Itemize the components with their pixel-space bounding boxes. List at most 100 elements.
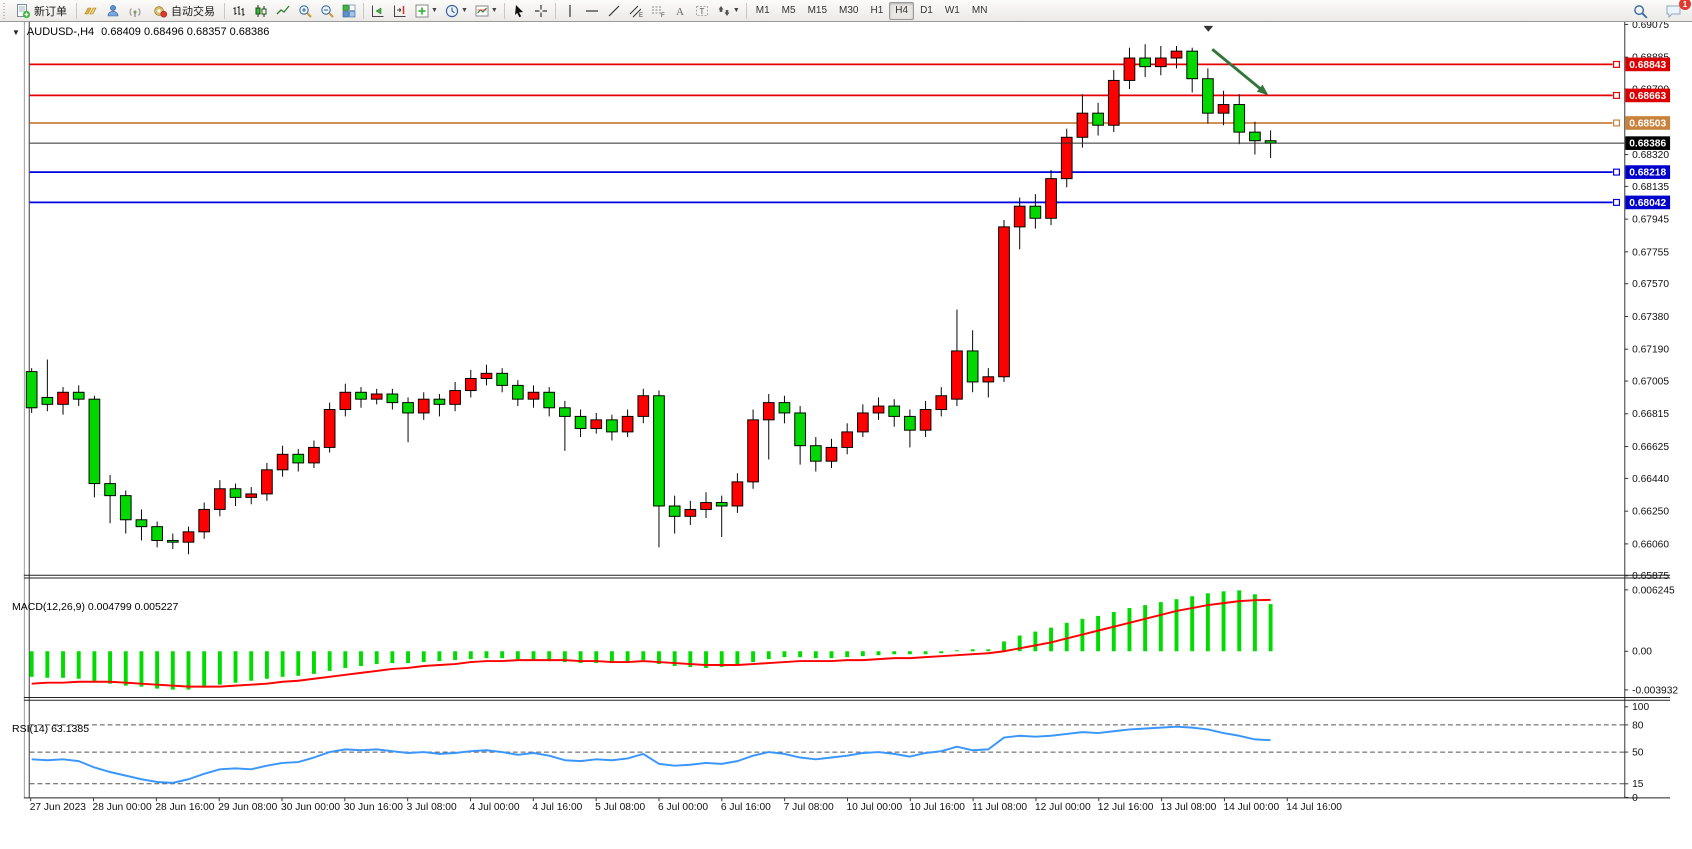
bar-chart-button[interactable] — [228, 1, 250, 21]
hline-0.68843[interactable]: 0.68843 — [29, 57, 1671, 72]
chart-shift-marker[interactable] — [1203, 25, 1214, 32]
search-button[interactable] — [1629, 1, 1652, 21]
fibonacci-tool-button[interactable]: F — [647, 1, 669, 21]
cursor-tool-button[interactable] — [508, 1, 530, 21]
line-chart-button[interactable] — [272, 1, 294, 21]
auto-trading-button[interactable]: 自动交易 — [146, 1, 221, 21]
svg-text:7 Jul 08:00: 7 Jul 08:00 — [784, 802, 834, 813]
svg-text:0.67190: 0.67190 — [1632, 345, 1669, 356]
templates-button[interactable]: ▼ — [471, 1, 501, 21]
macd-signal-line — [31, 598, 1271, 688]
vertical-line-tool-button[interactable] — [559, 1, 581, 21]
zoom-in-button[interactable] — [294, 1, 316, 21]
timeframe-button-H4[interactable]: H4 — [889, 1, 915, 20]
svg-text:80: 80 — [1632, 720, 1644, 731]
symbol-bar[interactable]: ▼ AUDUSD-,H4 0.68409 0.68496 0.68357 0.6… — [12, 26, 269, 38]
svg-text:4 Jul 16:00: 4 Jul 16:00 — [532, 802, 582, 813]
svg-text:12 Jul 00:00: 12 Jul 00:00 — [1035, 802, 1091, 813]
hline-0.68503[interactable]: 0.68503 — [29, 116, 1671, 130]
timeframe-button-H1[interactable]: H1 — [870, 5, 884, 16]
svg-text:0.67570: 0.67570 — [1632, 279, 1669, 290]
timeframe-button-M5[interactable]: M5 — [781, 5, 796, 16]
svg-text:14 Jul 16:00: 14 Jul 16:00 — [1286, 802, 1342, 813]
auto-trading-icon — [154, 5, 168, 17]
annotation-arrow[interactable] — [1211, 48, 1269, 96]
svg-text:0.66625: 0.66625 — [1632, 442, 1669, 453]
community-button[interactable] — [102, 1, 124, 21]
svg-text:100: 100 — [1632, 702, 1649, 713]
svg-text:0.006245: 0.006245 — [1632, 585, 1675, 596]
text-tool-button[interactable]: A — [669, 1, 691, 21]
timeframe-button-W1[interactable]: W1 — [944, 5, 960, 16]
periods-caret-icon: ▼ — [460, 7, 468, 14]
toolbar-separator — [745, 2, 747, 19]
indicators-icon — [415, 4, 429, 17]
tile-windows-button[interactable] — [338, 1, 360, 21]
timeframe-button-M30[interactable]: M30 — [839, 5, 859, 16]
timeframe-button-M1[interactable]: M1 — [755, 5, 770, 16]
svg-text:11 Jul 08:00: 11 Jul 08:00 — [972, 802, 1027, 813]
periods-clock-icon — [445, 4, 459, 17]
svg-text:27 Jun 2023: 27 Jun 2023 — [30, 802, 87, 813]
equidistant-channel-tool-button[interactable]: E — [625, 1, 647, 21]
trendline-tool-button[interactable] — [603, 1, 625, 21]
line-chart-icon — [276, 5, 290, 14]
symbol-title: AUDUSD-,H4 — [26, 26, 95, 38]
rsi-axis: 100 80 50 15 0 — [1624, 702, 1649, 804]
svg-text:0.68663: 0.68663 — [1629, 91, 1666, 102]
chart-shift-button[interactable] — [389, 1, 411, 21]
auto-trading-label: 自动交易 — [171, 5, 215, 18]
hline-0.68663[interactable]: 0.68663 — [29, 88, 1671, 103]
toolbar-separator — [76, 2, 77, 19]
svg-text:T: T — [699, 7, 704, 16]
notifications-button[interactable]: 1 — [1662, 0, 1691, 21]
symbol-dropdown-icon[interactable]: ▼ — [12, 27, 20, 37]
new-order-button[interactable]: 新订单 — [9, 1, 73, 21]
rsi-line — [31, 725, 1271, 784]
horizontal-line-icon — [585, 9, 598, 12]
timeframe-button-D1[interactable]: D1 — [920, 5, 933, 16]
metaquotes-icon — [84, 7, 97, 14]
hline-0.68042[interactable]: 0.68042 — [29, 195, 1671, 210]
hline-0.68218[interactable]: 0.68218 — [29, 165, 1671, 179]
zoom-out-icon — [321, 4, 334, 18]
symbol-quotes: 0.68409 0.68496 0.68357 0.68386 — [101, 26, 270, 38]
vertical-line-icon — [569, 4, 571, 17]
svg-text:3 Jul 08:00: 3 Jul 08:00 — [407, 802, 457, 813]
svg-text:29 Jun 08:00: 29 Jun 08:00 — [218, 802, 277, 813]
toolbar-grip — [2, 2, 7, 19]
svg-text:0.65875: 0.65875 — [1632, 571, 1669, 582]
chart-canvas[interactable]: 0.690750.688850.687000.683200.681350.679… — [0, 22, 1692, 849]
zoom-out-button[interactable] — [316, 1, 338, 21]
svg-text:0.67380: 0.67380 — [1632, 312, 1669, 323]
svg-text:15: 15 — [1632, 779, 1644, 790]
svg-text:0.67005: 0.67005 — [1632, 376, 1669, 387]
community-icon — [107, 4, 119, 16]
templates-icon — [475, 5, 489, 16]
svg-text:0.00: 0.00 — [1632, 647, 1652, 658]
periods-button[interactable]: ▼ — [441, 1, 471, 21]
trendline-icon — [608, 5, 620, 16]
toolbar: 新订单 自动交易 ▼ ▼ — [0, 0, 1692, 22]
svg-text:30 Jun 00:00: 30 Jun 00:00 — [281, 802, 340, 813]
svg-text:30 Jun 16:00: 30 Jun 16:00 — [344, 802, 403, 813]
horizontal-line-tool-button[interactable] — [581, 1, 603, 21]
arrows-tool-button[interactable]: ▼ — [713, 1, 743, 21]
svg-text:A: A — [676, 6, 684, 18]
rsi-indicator-label: RSI(14) 63.1385 — [12, 723, 90, 735]
candlestick-chart-icon — [255, 4, 267, 17]
svg-text:0.68386: 0.68386 — [1629, 139, 1666, 150]
new-order-label: 新订单 — [34, 5, 67, 18]
timeframe-button-M15[interactable]: M15 — [807, 5, 828, 16]
signals-button[interactable] — [124, 1, 146, 21]
crosshair-tool-button[interactable] — [530, 1, 552, 21]
candles[interactable] — [25, 44, 1277, 555]
candlestick-chart-button[interactable] — [250, 1, 272, 21]
cursor-icon — [514, 4, 523, 17]
timeframe-button-MN[interactable]: MN — [971, 5, 988, 16]
auto-scroll-button[interactable] — [367, 1, 389, 21]
metaquotes-button[interactable] — [80, 1, 102, 21]
text-label-tool-button[interactable]: T — [691, 1, 713, 21]
bar-chart-icon — [233, 5, 245, 16]
indicators-button[interactable]: ▼ — [411, 1, 441, 21]
